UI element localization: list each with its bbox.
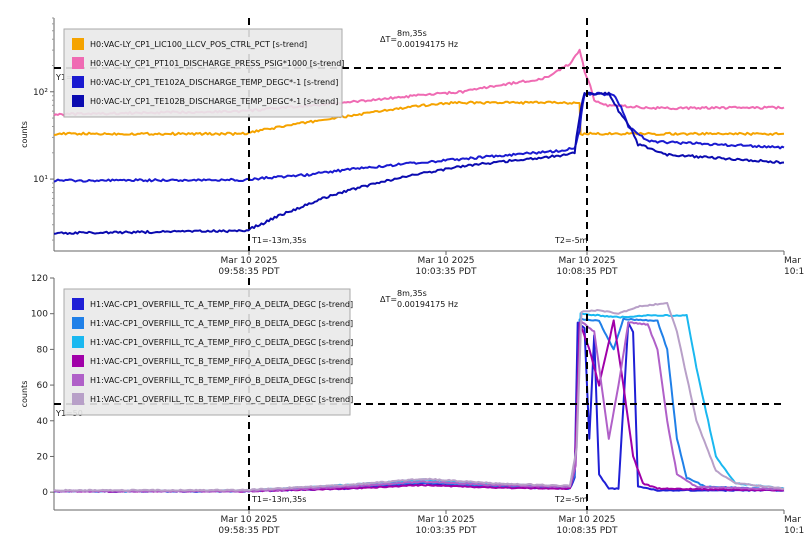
- legend-swatch: [72, 57, 84, 69]
- legend-swatch: [72, 317, 84, 329]
- x-tick-label-date: Mar 10 2025: [220, 515, 277, 525]
- y-tick-label: 60: [37, 381, 49, 391]
- legend-entry: H0:VAC-LY_CP1_PT101_DISCHARGE_PRESS_PSIG…: [90, 59, 344, 68]
- y-tick-label: 40: [37, 417, 49, 427]
- y-axis-label: counts: [20, 121, 29, 148]
- cursor-t1-label: T1=-13m,35s: [251, 236, 306, 245]
- x-tick-label-time: 09:58:35 PDT: [218, 526, 280, 536]
- y-tick-label: 10²: [33, 88, 48, 98]
- series-line: [53, 302, 785, 492]
- legend-swatch: [72, 336, 84, 348]
- legend-swatch: [72, 374, 84, 386]
- legend-swatch: [72, 38, 84, 50]
- delta-t-frequency: 0.00194175 Hz: [397, 40, 458, 49]
- cursor-t2-label: T2=-5m: [554, 236, 588, 245]
- delta-t-frequency: 0.00194175 Hz: [397, 300, 458, 309]
- legend-entry: H1:VAC-CP1_OVERFILL_TC_B_TEMP_FIFO_C_DEL…: [90, 395, 353, 404]
- legend-swatch: [72, 355, 84, 367]
- x-tick-label-time: 10:13:: [784, 267, 804, 277]
- x-tick-label-date: Mar 10 2025: [558, 515, 615, 525]
- legend-entry: H1:VAC-CP1_OVERFILL_TC_B_TEMP_FIFO_A_DEL…: [90, 357, 353, 366]
- delta-t-label: ΔT=: [380, 35, 397, 44]
- delta-t-time: 8m,35s: [397, 29, 427, 38]
- cursor-t2-label: T2=-5m: [554, 495, 588, 504]
- x-tick-label-time: 10:08:35 PDT: [556, 267, 618, 277]
- y-tick-label: 100: [31, 310, 48, 320]
- legend-entry: H0:VAC-LY_CP1_LIC100_LLCV_POS_CTRL_PCT […: [90, 40, 307, 49]
- legend-swatch: [72, 393, 84, 405]
- y-tick-label: 10¹: [33, 175, 48, 185]
- x-tick-label-date: Mar 10 2025: [558, 256, 615, 266]
- series-line: [53, 91, 785, 183]
- x-tick-label-date: Mar 10 2025: [417, 256, 474, 266]
- x-tick-label-date: Mar 10 2025: [784, 256, 804, 266]
- x-tick-label-date: Mar 10 2025: [784, 515, 804, 525]
- x-tick-label-time: 09:58:35 PDT: [218, 267, 280, 277]
- y-tick-label: 20: [37, 452, 49, 462]
- legend-swatch: [72, 298, 84, 310]
- legend-entry: H1:VAC-CP1_OVERFILL_TC_B_TEMP_FIFO_B_DEL…: [90, 376, 353, 385]
- legend-swatch: [72, 76, 84, 88]
- x-tick-label-time: 10:03:35 PDT: [415, 526, 477, 536]
- legend-entry: H1:VAC-CP1_OVERFILL_TC_A_TEMP_FIFO_A_DEL…: [90, 300, 353, 309]
- cursor-t1-label: T1=-13m,35s: [251, 495, 306, 504]
- delta-t-label: ΔT=: [380, 295, 397, 304]
- series-line: [53, 100, 785, 136]
- delta-t-time: 8m,35s: [397, 289, 427, 298]
- legend-swatch: [72, 95, 84, 107]
- y-tick-label: 120: [31, 274, 48, 284]
- legend-entry: H1:VAC-CP1_OVERFILL_TC_A_TEMP_FIFO_B_DEL…: [90, 319, 353, 328]
- x-tick-label-date: Mar 10 2025: [417, 515, 474, 525]
- y-tick-label: 80: [37, 345, 49, 355]
- legend-box: [63, 288, 351, 416]
- legend-box: [63, 28, 343, 118]
- legend-entry: H0:VAC-LY_CP1_TE102A_DISCHARGE_TEMP_DEGC…: [90, 78, 338, 87]
- x-tick-label-time: 10:03:35 PDT: [415, 267, 477, 277]
- y-axis-label: counts: [20, 381, 29, 408]
- series-line: [53, 91, 785, 235]
- x-tick-label-time: 10:08:35 PDT: [556, 526, 618, 536]
- legend-entry: H0:VAC-LY_CP1_TE102B_DISCHARGE_TEMP_DEGC…: [90, 97, 338, 106]
- y-tick-label: 0: [42, 488, 48, 498]
- x-tick-label-date: Mar 10 2025: [220, 256, 277, 266]
- x-tick-label-time: 10:13:: [784, 526, 804, 536]
- legend-entry: H1:VAC-CP1_OVERFILL_TC_A_TEMP_FIFO_C_DEL…: [90, 338, 353, 347]
